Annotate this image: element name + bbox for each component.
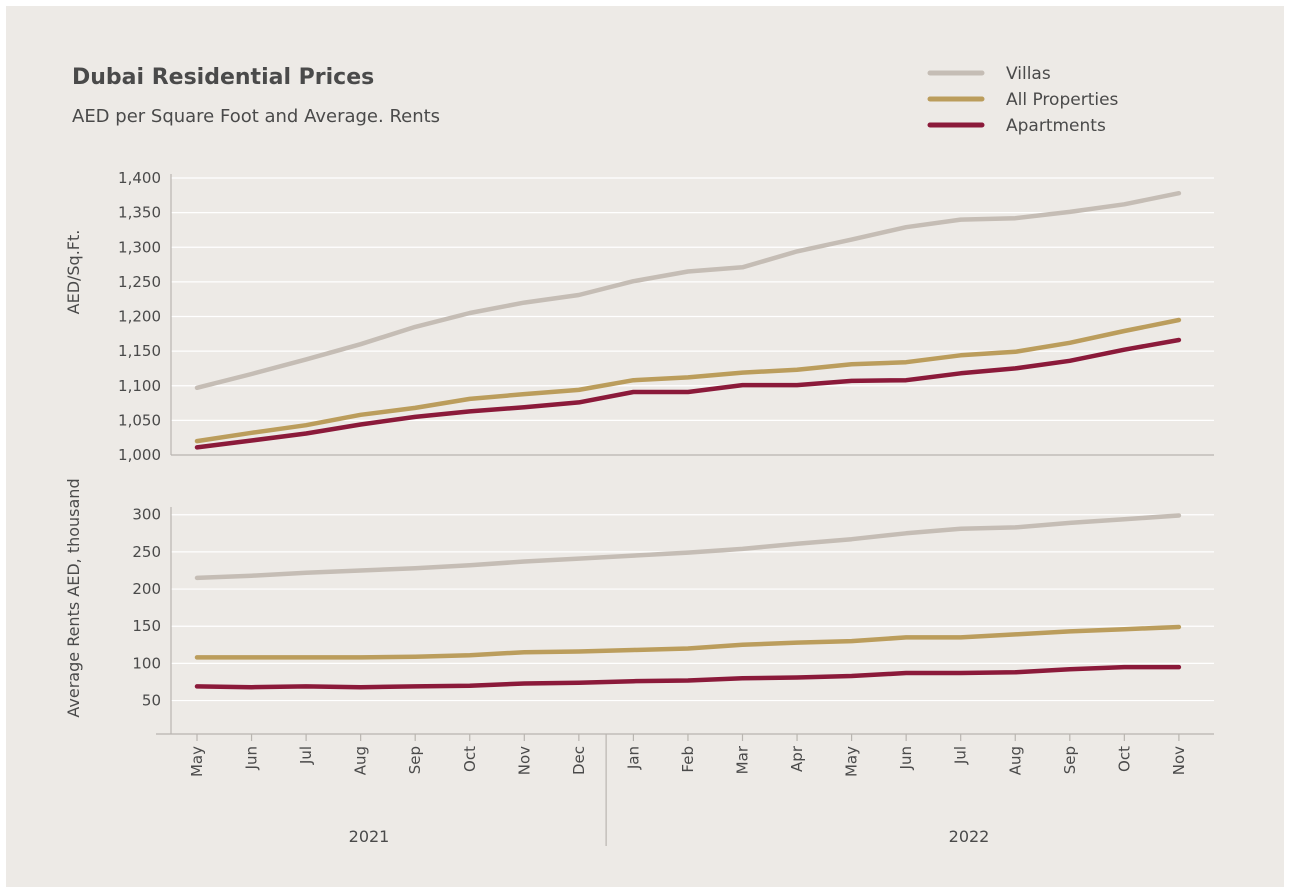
y-tick-prices-1: 1,000 <box>118 446 161 464</box>
y-tick-prices-7: 1,300 <box>118 238 161 256</box>
y-tick-rents-2: 100 <box>132 654 161 672</box>
x-tick-13: May <box>843 746 861 777</box>
chart-card: Dubai Residential Prices AED per Square … <box>6 6 1284 887</box>
y-axis-label-rents: Average Rents AED, thousand <box>64 478 83 717</box>
chart-title: Dubai Residential Prices <box>72 65 374 90</box>
chart-area: Dubai Residential Prices AED per Square … <box>64 64 1214 846</box>
series-lines <box>194 190 1182 690</box>
y-tick-rents-3: 150 <box>132 617 161 635</box>
legend-label-1: Villas <box>1006 64 1051 84</box>
x-tick-19: Nov <box>1170 746 1188 775</box>
y-tick-rents-1: 50 <box>142 692 161 710</box>
x-tick-18: Oct <box>1115 746 1133 772</box>
y-tick-prices-9: 1,400 <box>118 169 161 187</box>
legend-label-3: Apartments <box>1006 116 1106 136</box>
series-line-prices-2 <box>194 317 1182 444</box>
x-tick-12: Apr <box>788 745 806 772</box>
x-tick-5: Sep <box>406 746 424 774</box>
series-line-rents-1 <box>194 513 1182 581</box>
year-label-2022: 2022 <box>949 827 990 846</box>
y-tick-prices-5: 1,200 <box>118 308 161 326</box>
x-tick-14: Jun <box>897 746 915 770</box>
series-line-rents-3 <box>194 664 1182 690</box>
legend-label-2: All Properties <box>1006 90 1119 110</box>
x-tick-11: Mar <box>734 745 752 774</box>
x-tick-1: May <box>188 746 206 777</box>
x-tick-16: Aug <box>1006 746 1024 775</box>
legend: Villas All Properties Apartments <box>927 64 1119 136</box>
x-tick-17: Sep <box>1061 746 1079 774</box>
chart-subtitle: AED per Square Foot and Average. Rents <box>72 106 440 127</box>
axes <box>156 174 1214 846</box>
y-tick-labels: 1,000 1,050 1,100 1,150 1,200 1,250 1,300 1,350… <box>118 169 161 710</box>
y-tick-prices-6: 1,250 <box>118 273 161 291</box>
series-line-rents-2 <box>194 624 1182 660</box>
x-tick-2: Jun <box>243 746 261 770</box>
y-tick-rents-4: 200 <box>132 580 161 598</box>
x-tick-3: Jul <box>297 746 315 765</box>
y-tick-prices-2: 1,050 <box>118 411 161 429</box>
x-tick-15: Jul <box>952 746 970 765</box>
y-tick-prices-8: 1,350 <box>118 204 161 222</box>
y-tick-prices-4: 1,150 <box>118 342 161 360</box>
x-tick-7: Nov <box>515 746 533 775</box>
y-tick-rents-6: 300 <box>132 506 161 524</box>
y-tick-rents-5: 250 <box>132 543 161 561</box>
gridlines <box>171 177 1214 702</box>
y-axis-label-prices: AED/Sq.Ft. <box>64 230 83 315</box>
y-tick-prices-3: 1,100 <box>118 377 161 395</box>
year-label-2021: 2021 <box>349 827 390 846</box>
series-line-prices-3 <box>194 337 1182 450</box>
x-tick-9: Jan <box>624 746 642 770</box>
x-tick-4: Aug <box>352 746 370 775</box>
x-tick-10: Feb <box>679 746 697 773</box>
series-line-prices-1 <box>194 190 1182 391</box>
x-tick-6: Oct <box>461 746 479 772</box>
x-tick-8: Dec <box>570 746 588 775</box>
x-tick-labels: May Jun Jul Aug Sep Oct Nov Dec Jan Feb Mar Apr May J… <box>188 745 1188 777</box>
